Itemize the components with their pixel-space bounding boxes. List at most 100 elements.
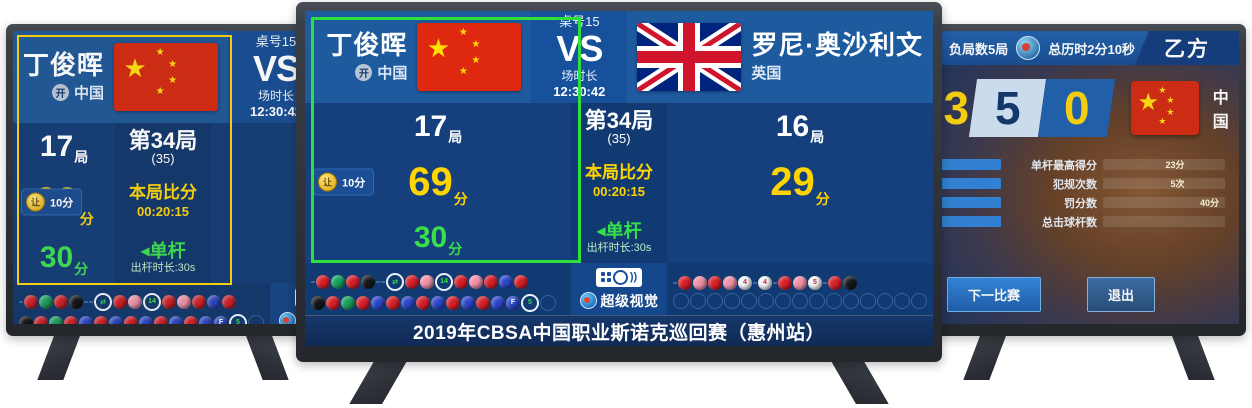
ball-pink (793, 275, 807, 290)
match-meta-top: 桌号15 VS 场时长 12:30:42 (531, 11, 627, 103)
ball-black (843, 275, 857, 290)
exit-button[interactable]: 退出 (1087, 277, 1156, 312)
ball-red (356, 295, 370, 310)
stats-label: 罚分数 (1064, 197, 1097, 210)
ball-black (311, 295, 325, 310)
stats-bar-track (1103, 216, 1225, 227)
ball-separator (376, 280, 380, 283)
stats-header: 负局数5局 总历时2分10秒 乙方 (939, 31, 1239, 65)
ball-red (326, 295, 340, 310)
handicap-badge: 让 10分 (21, 188, 83, 216)
stats-screen: 负局数5局 总历时2分10秒 乙方 3 5 0 ★ ★ ★ ★ ★ 中国 单杆最高得分 2… (939, 31, 1239, 324)
ball-red (828, 275, 842, 290)
tv-center-screen: 丁俊晖 开 中国 ★ ★ ★ ★ ★ (305, 11, 933, 346)
player-a-break: 30 分 (413, 221, 463, 258)
ball-black (361, 274, 375, 289)
ball-empty (724, 292, 740, 309)
tv-left-screen: 丁俊晖 开 中国 ★ ★ ★ ★ ★ (13, 31, 313, 324)
ball-red (34, 315, 48, 324)
handicap-coin-icon: 让 (318, 172, 337, 192)
row-break-left: 30 分 ◀单杆 出杆时长:30s (13, 233, 313, 283)
duration-label: 场时长 (258, 88, 295, 103)
stats-bar-left (939, 159, 1001, 170)
ball-empty (248, 314, 264, 324)
ball-empty (540, 294, 556, 311)
scoreboard-center: 丁俊晖 开 中国 ★ ★ ★ ★ ★ (305, 11, 933, 346)
player-b-country: 英国 (751, 65, 782, 83)
frame-number: 第34局 (35) (584, 107, 654, 146)
ball-empty (809, 292, 825, 309)
row-break: 30 分 ◀单杆 出杆时长:30s (305, 213, 933, 263)
stats-buttons: 下一比赛 退出 (939, 277, 1239, 312)
stats-bar-left (939, 216, 1001, 227)
ball-pink (469, 274, 483, 289)
tv-stand-right (932, 330, 1246, 390)
ball-green (341, 295, 355, 310)
ball-empty (860, 292, 876, 309)
break-label: ◀单杆 (140, 240, 186, 261)
stats-value: 23分 (1165, 160, 1185, 170)
break-marker-icon: 开 (52, 84, 69, 102)
ball-separator (753, 281, 757, 284)
ball-green (39, 294, 53, 309)
ball-empty (911, 292, 927, 309)
ball-red (454, 274, 468, 289)
vision-brand-block: )) 超级视觉 (571, 263, 667, 315)
ball-blue (431, 295, 445, 310)
ball-red (484, 274, 498, 289)
vs-label: VS (556, 27, 603, 69)
frame-number: 第34局 (35) (128, 127, 198, 166)
row-frames-left: 17 局 第34局 (35) (13, 123, 313, 171)
table-number: 桌号15 (255, 34, 297, 50)
player-b-name: 罗尼·奥沙利文 (751, 29, 923, 60)
ball-green (49, 315, 63, 324)
player-a-country: 中国 (74, 85, 105, 103)
stats-bar-track: 23分 (1103, 159, 1225, 170)
ball-white-5: 5 (808, 275, 822, 290)
row-points-left: 让 10分 69分 本局比分 00:20:15 (13, 171, 313, 233)
player-a-name: 丁俊晖 (23, 49, 105, 80)
ball-empty (758, 292, 774, 309)
shot-clock: 出杆时长:30s (586, 242, 652, 255)
ball-empty (826, 292, 842, 309)
ball-red (113, 294, 127, 309)
ball-blue (401, 295, 415, 310)
ball-foul: F (214, 315, 228, 324)
ball-separator (773, 281, 777, 284)
duration-value: 12:30:42 (553, 83, 606, 99)
ball-pink (723, 275, 737, 290)
frame-score-label: 本局比分 (129, 183, 197, 203)
player-b-frames: 16 局 (775, 110, 825, 146)
ball-red (192, 294, 206, 309)
ball-marker-5: 5 (229, 313, 247, 324)
ball-empty (843, 292, 859, 309)
frames-count-label: 负局数5局 (949, 41, 1009, 57)
flag-china-icon: ★ ★ ★ ★ ★ (1131, 81, 1199, 135)
shot-clock: 出杆时长:30s (130, 262, 196, 275)
player-b-points: 29 分 (770, 160, 830, 207)
ball-separator (84, 300, 88, 303)
ball-separator (19, 300, 23, 303)
ball-red (778, 275, 792, 290)
frame-score-time: 00:20:15 (592, 183, 646, 199)
ball-separator (89, 300, 93, 303)
next-match-button[interactable]: 下一比赛 (947, 277, 1042, 312)
ball-empty (707, 292, 723, 309)
ball-blue (199, 315, 213, 324)
ball-empty (775, 292, 791, 309)
row-balls-left: ⇄14 F5 )) 超级视觉 (13, 283, 313, 324)
player-a-name: 丁俊晖 (326, 29, 408, 60)
ball-red (64, 315, 78, 324)
ball-blue (491, 295, 505, 310)
ball-red (446, 295, 460, 310)
ball-red (184, 315, 198, 324)
stats-row: 总击球杆数 (939, 212, 1239, 231)
match-meta-top: 桌号15 VS 场时长 12:30:42 (228, 31, 313, 123)
stats-label: 犯规次数 (1053, 178, 1097, 191)
total-time-label: 总历时2分10秒 (1048, 41, 1135, 57)
ball-red (94, 315, 108, 324)
vision-globe-icon (1016, 36, 1041, 60)
handicap-badge: 让 10分 (313, 168, 375, 196)
handicap-coin-icon: 让 (26, 192, 45, 212)
tournament-title: 2019年CBSA中国职业斯诺克巡回赛（惠州站） (412, 322, 826, 344)
